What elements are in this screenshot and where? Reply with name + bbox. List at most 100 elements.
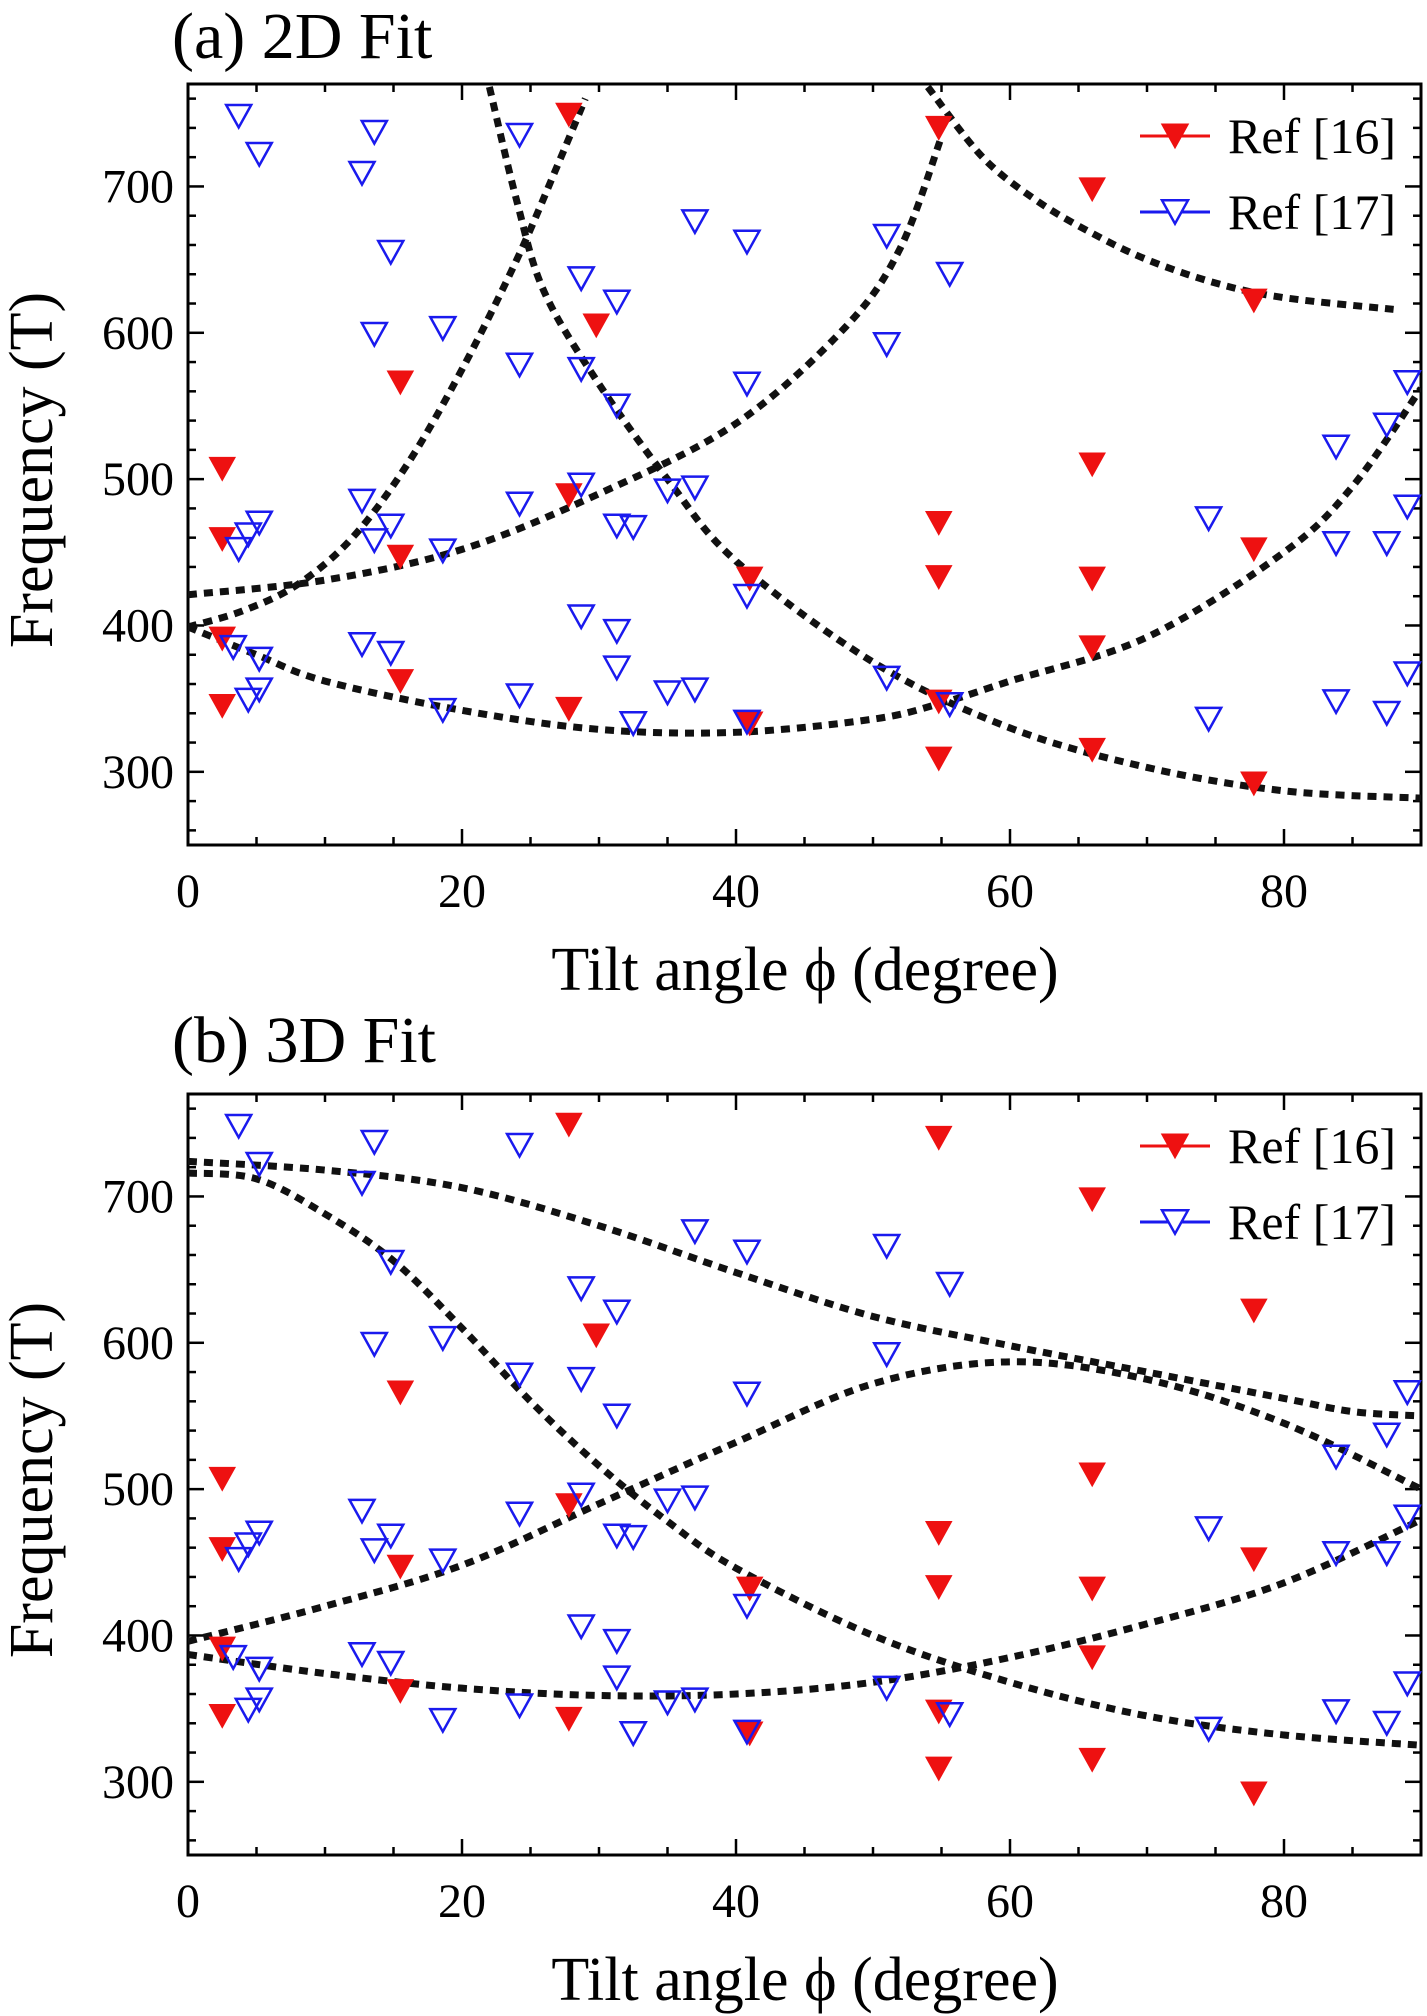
ref16-point-2d	[924, 115, 953, 141]
ref17-point-2d	[618, 514, 648, 542]
ref16-point-2d	[924, 565, 953, 590]
legend-label-ref16: Ref [16]	[1228, 108, 1396, 164]
ref17-point-3d	[376, 1650, 406, 1678]
ref16-point-2d	[924, 689, 953, 715]
ref17-point-2d	[602, 618, 632, 646]
ref17-point-3d	[1372, 1541, 1402, 1568]
ref17-point-2d	[359, 528, 389, 555]
x-tick-label-3d: 0	[176, 1875, 200, 1928]
ref16-point-2d	[1078, 566, 1106, 592]
legend-3d: Ref [16] Ref [17]	[1140, 1118, 1396, 1250]
ref17-point-2d	[566, 604, 596, 631]
y-tick-label-2d: 700	[102, 160, 174, 213]
ref17-point-2d	[428, 697, 458, 725]
fit-curve-2d-4	[485, 86, 1421, 802]
ref17-point-2d	[732, 583, 762, 611]
ref17-point-2d	[1194, 506, 1224, 533]
fit-curve-2d-1	[188, 97, 589, 631]
ref16-point-2d	[555, 483, 583, 509]
ref17-point-2d	[680, 475, 710, 502]
ref17-point-3d	[732, 1593, 762, 1621]
ref17-point-2d	[602, 513, 632, 540]
ref17-point-3d	[566, 1614, 596, 1641]
y-tick-label-2d: 500	[102, 453, 174, 506]
ref16-point-2d	[386, 669, 415, 694]
ref17-point-3d	[602, 1299, 632, 1326]
y-tick-label-2d: 600	[102, 307, 174, 360]
ref17-point-3d	[347, 1170, 377, 1198]
ref17-point-3d	[1392, 1504, 1422, 1531]
ref16-point-2d	[924, 511, 953, 536]
ref17-point-2d	[1321, 531, 1351, 558]
ref17-point-3d	[244, 1687, 274, 1714]
ref16-point-3d	[386, 1679, 415, 1704]
ref17-point-2d	[618, 711, 648, 738]
ref17-point-2d	[376, 640, 406, 668]
ref16-point-3d	[924, 1521, 953, 1546]
y-axis-label-2d-fit: Frequency (T)	[0, 292, 66, 648]
y-tick-label-3d: 600	[102, 1317, 174, 1370]
ref17-point-3d	[359, 1129, 389, 1157]
legend-marker-ref16	[1160, 123, 1190, 150]
ref16-point-2d	[1078, 177, 1106, 203]
fit-curve-3d-4	[188, 1516, 1421, 1700]
plot-area-2d-fit: 0 20 40 60 80 300 400 500 600 700 Ref [16] Ref [17]	[102, 82, 1423, 918]
ref17-point-2d	[680, 677, 710, 704]
ref17-point-3d	[376, 1249, 406, 1277]
ref17-point-3d	[1392, 1671, 1422, 1698]
ref17-point-3d	[504, 1501, 535, 1528]
ref17-point-2d	[347, 488, 377, 515]
ref17-point-3d	[1321, 1444, 1351, 1471]
panel-3d-fit: (b) 3D Fit Frequency (T) Tilt angle ϕ (d…	[0, 1004, 1423, 2014]
ref17-point-2d	[732, 371, 762, 398]
ref16-point-2d	[208, 693, 237, 719]
ref16-point-3d	[1078, 1187, 1106, 1213]
panel-title-3d-fit: (b) 3D Fit	[172, 1004, 436, 1077]
ref17-point-3d	[1372, 1422, 1402, 1449]
ref17-point-3d	[359, 1538, 389, 1565]
ref17-point-3d	[233, 1532, 263, 1559]
ref17-point-3d	[680, 1687, 710, 1714]
ref17-point-2d	[1194, 706, 1224, 733]
ref17-point-3d	[618, 1721, 648, 1748]
ref17-point-2d	[872, 331, 902, 359]
ref17-point-3d	[732, 1239, 762, 1266]
x-tick-label-3d: 20	[438, 1875, 486, 1928]
ref17-point-3d	[428, 1548, 458, 1575]
x-axis-label-3d-fit: Tilt angle ϕ (degree)	[551, 1946, 1058, 2014]
ref16-point-2d	[1078, 737, 1106, 763]
ref17-point-2d	[504, 491, 535, 518]
ref17-point-3d	[602, 1665, 632, 1692]
ref16-point-2d	[1240, 771, 1268, 797]
ref17-point-2d	[1392, 370, 1422, 397]
ref17-point-3d	[732, 1381, 762, 1408]
ref16-point-3d	[1078, 1747, 1106, 1773]
ref16-point-3d	[582, 1323, 611, 1349]
x-tick-label-2d: 40	[712, 865, 760, 918]
ref17-point-3d	[359, 1331, 389, 1359]
y-tick-label-3d: 700	[102, 1170, 174, 1223]
ref17-point-2d	[359, 119, 389, 147]
ref17-point-2d	[244, 677, 274, 704]
legend-label-ref17: Ref [17]	[1228, 1194, 1396, 1250]
ref17-point-2d	[347, 160, 377, 188]
ref17-point-3d	[376, 1523, 406, 1550]
ref16-point-3d	[208, 1466, 237, 1492]
ref16-point-2d	[208, 456, 237, 482]
ref16-point-2d	[1240, 288, 1268, 314]
ref17-point-2d	[1372, 700, 1402, 728]
x-tick-label-3d: 80	[1260, 1875, 1308, 1928]
ref16-point-3d	[924, 1756, 953, 1782]
legend-marker-ref16	[1160, 1133, 1190, 1160]
ref17-point-2d	[1392, 661, 1422, 688]
x-tick-label-3d: 40	[712, 1875, 760, 1928]
ref17-point-3d	[618, 1524, 648, 1552]
ref17-point-3d	[428, 1707, 458, 1735]
ref17-point-2d	[376, 513, 406, 540]
ref16-point-3d	[555, 1706, 583, 1732]
ref16-point-3d	[1240, 1781, 1268, 1807]
ref16-point-3d	[208, 1703, 237, 1729]
ref17-point-2d	[224, 103, 254, 131]
legend-2d: Ref [16] Ref [17]	[1140, 108, 1396, 240]
